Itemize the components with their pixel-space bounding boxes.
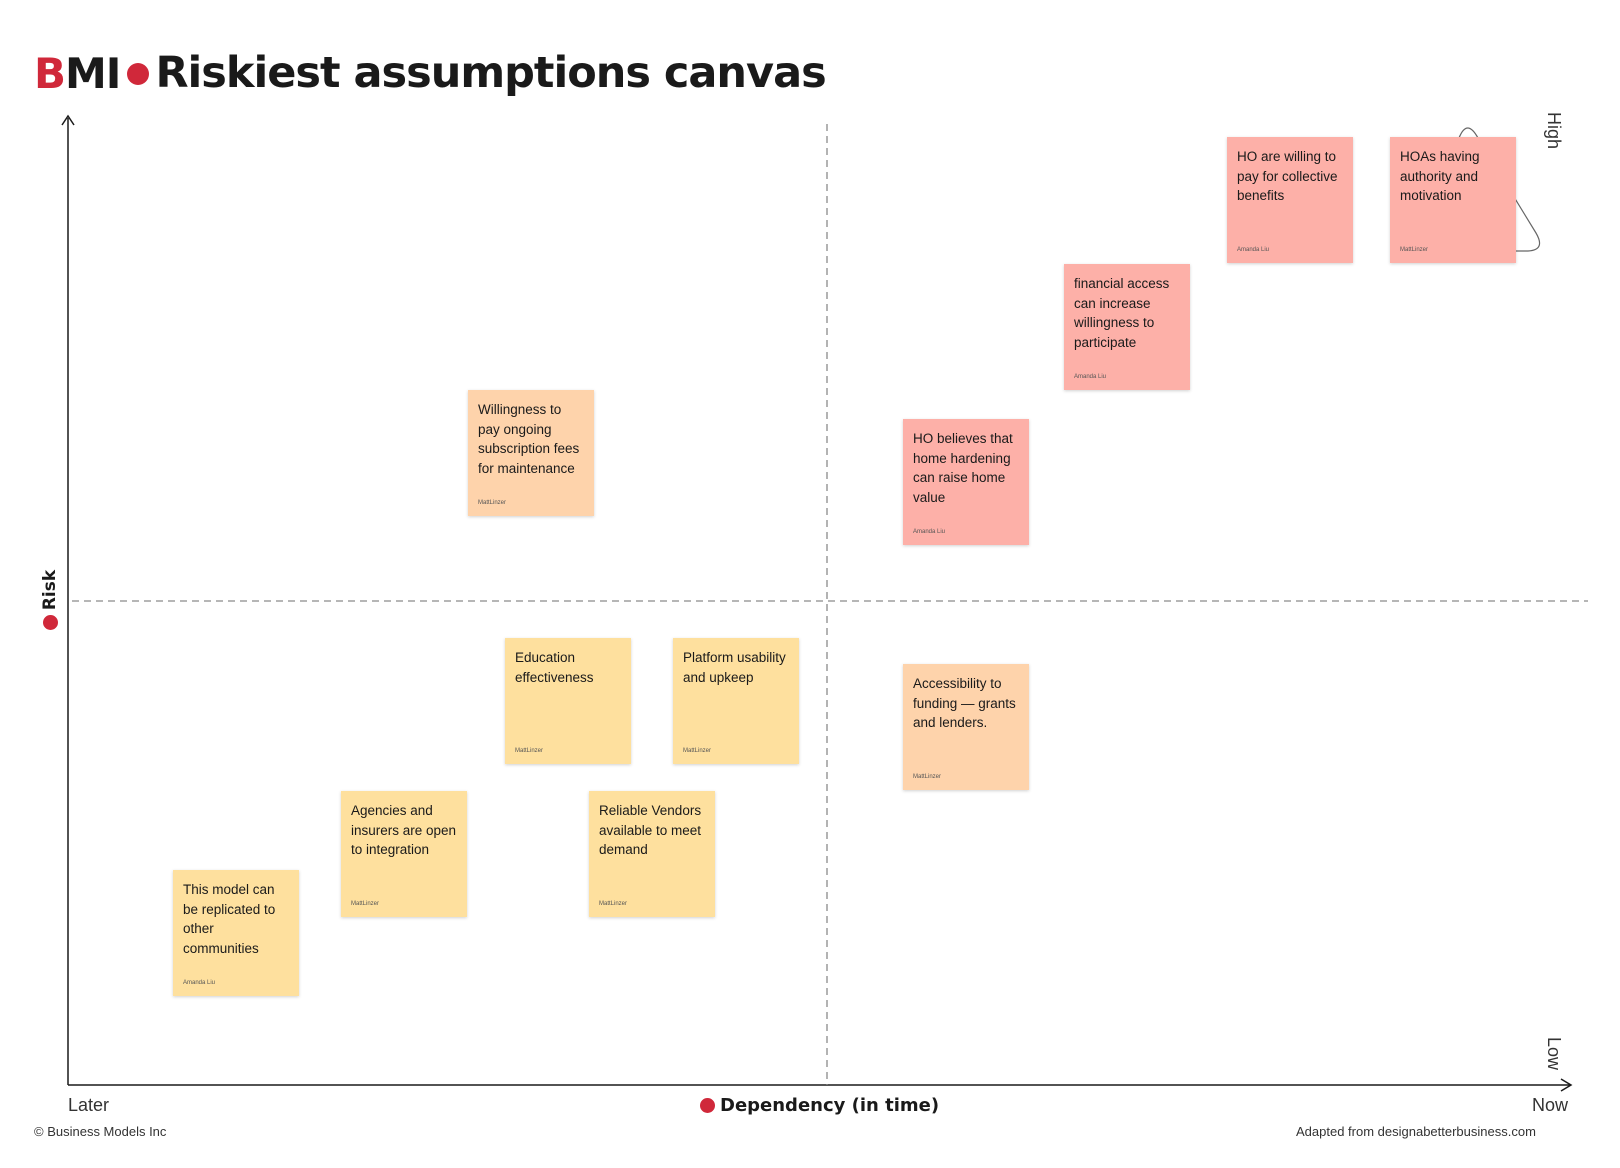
sticky-note-text: Agencies and insurers are open to integr… bbox=[351, 803, 457, 857]
sticky-note-text: HO are willing to pay for collective ben… bbox=[1237, 149, 1338, 203]
y-axis-label: Risk bbox=[35, 560, 65, 640]
sticky-note-author: MattLinzer bbox=[478, 500, 507, 506]
sticky-note-author: Amanda Liu bbox=[1074, 374, 1107, 380]
y-low-label: Low bbox=[1544, 1037, 1564, 1071]
sticky-note[interactable]: Agencies and insurers are open to integr… bbox=[341, 791, 467, 917]
sticky-note[interactable]: HOAs having authority and motivation Mat… bbox=[1390, 137, 1516, 263]
sticky-note[interactable]: Accessibility to funding — grants and le… bbox=[903, 664, 1029, 790]
x-axis-arrow-icon bbox=[1560, 1078, 1573, 1092]
sticky-note[interactable]: HO are willing to pay for collective ben… bbox=[1227, 137, 1353, 263]
sticky-note[interactable]: HO believes that home hardening can rais… bbox=[903, 419, 1029, 545]
sticky-note-text: HOAs having authority and motivation bbox=[1400, 149, 1480, 203]
page-title: Riskiest assumptions canvas bbox=[155, 48, 826, 98]
sticky-note-text: Education effectiveness bbox=[515, 650, 594, 685]
logo-dot-icon bbox=[127, 62, 150, 85]
bmi-logo: BMI bbox=[34, 48, 121, 98]
connector-stroke bbox=[1458, 127, 1541, 252]
dependency-dot-icon bbox=[700, 1097, 715, 1113]
sticky-note-author: Amanda Liu bbox=[183, 980, 216, 986]
copyright-text: © Business Models Inc bbox=[34, 1124, 167, 1139]
sticky-note-author: MattLinzer bbox=[351, 901, 380, 907]
sticky-note[interactable]: Education effectiveness MattLinzer bbox=[505, 638, 631, 764]
sticky-note-text: Accessibility to funding — grants and le… bbox=[913, 676, 1016, 730]
sticky-note-author: MattLinzer bbox=[599, 901, 628, 907]
y-high-label: High bbox=[1544, 112, 1564, 150]
sticky-note-author: MattLinzer bbox=[913, 774, 942, 780]
sticky-note-text: Reliable Vendors available to meet deman… bbox=[599, 803, 702, 857]
sticky-note-text: HO believes that home hardening can rais… bbox=[913, 431, 1013, 505]
sticky-note-author: MattLinzer bbox=[515, 748, 544, 754]
sticky-note-author: Amanda Liu bbox=[913, 529, 946, 535]
sticky-note-text: This model can be replicated to other co… bbox=[183, 882, 276, 956]
x-axis-label: Dependency (in time) bbox=[700, 1092, 939, 1118]
sticky-note-author: Amanda Liu bbox=[1237, 247, 1270, 253]
sticky-note[interactable]: financial access can increase willingnes… bbox=[1064, 264, 1190, 390]
sticky-note[interactable]: Reliable Vendors available to meet deman… bbox=[589, 791, 715, 917]
sticky-note[interactable]: This model can be replicated to other co… bbox=[173, 870, 299, 996]
y-axis-arrow-icon bbox=[61, 114, 75, 126]
sticky-note-author: MattLinzer bbox=[683, 748, 712, 754]
x-right-label: Now bbox=[1532, 1095, 1569, 1115]
sticky-note-text: Willingness to pay ongoing subscription … bbox=[478, 402, 580, 476]
x-left-label: Later bbox=[68, 1095, 110, 1115]
risk-dot-icon bbox=[42, 615, 58, 631]
header: BMI Riskiest assumptions canvas bbox=[34, 48, 827, 98]
sticky-note-text: financial access can increase willingnes… bbox=[1074, 276, 1170, 350]
sticky-note[interactable]: Platform usability and upkeep MattLinzer bbox=[673, 638, 799, 764]
source-text: Adapted from designabetterbusiness.com bbox=[1296, 1124, 1536, 1139]
sticky-note[interactable]: Willingness to pay ongoing subscription … bbox=[468, 390, 594, 516]
sticky-note-author: MattLinzer bbox=[1400, 247, 1429, 253]
sticky-note-text: Platform usability and upkeep bbox=[683, 650, 786, 685]
